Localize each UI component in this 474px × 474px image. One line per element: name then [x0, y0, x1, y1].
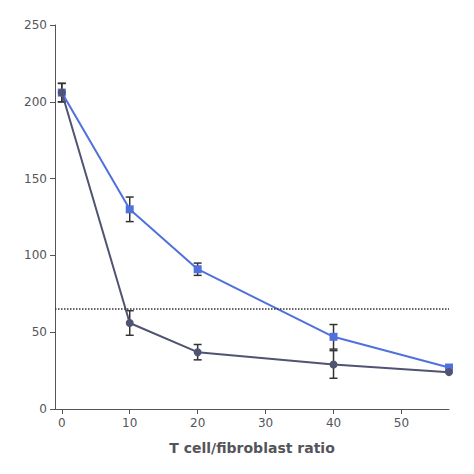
- svg-text:0: 0: [58, 416, 66, 430]
- svg-text:200: 200: [24, 95, 47, 109]
- svg-text:250: 250: [24, 18, 47, 32]
- svg-text:30: 30: [258, 416, 273, 430]
- svg-text:0: 0: [39, 402, 47, 416]
- svg-text:50: 50: [32, 325, 47, 339]
- svg-text:10: 10: [122, 416, 137, 430]
- svg-text:50: 50: [394, 416, 409, 430]
- svg-text:T cell/fibroblast ratio: T cell/fibroblast ratio: [169, 440, 335, 456]
- svg-text:40: 40: [326, 416, 341, 430]
- svg-text:100: 100: [24, 248, 47, 262]
- svg-text:20: 20: [190, 416, 205, 430]
- svg-text:150: 150: [24, 172, 47, 186]
